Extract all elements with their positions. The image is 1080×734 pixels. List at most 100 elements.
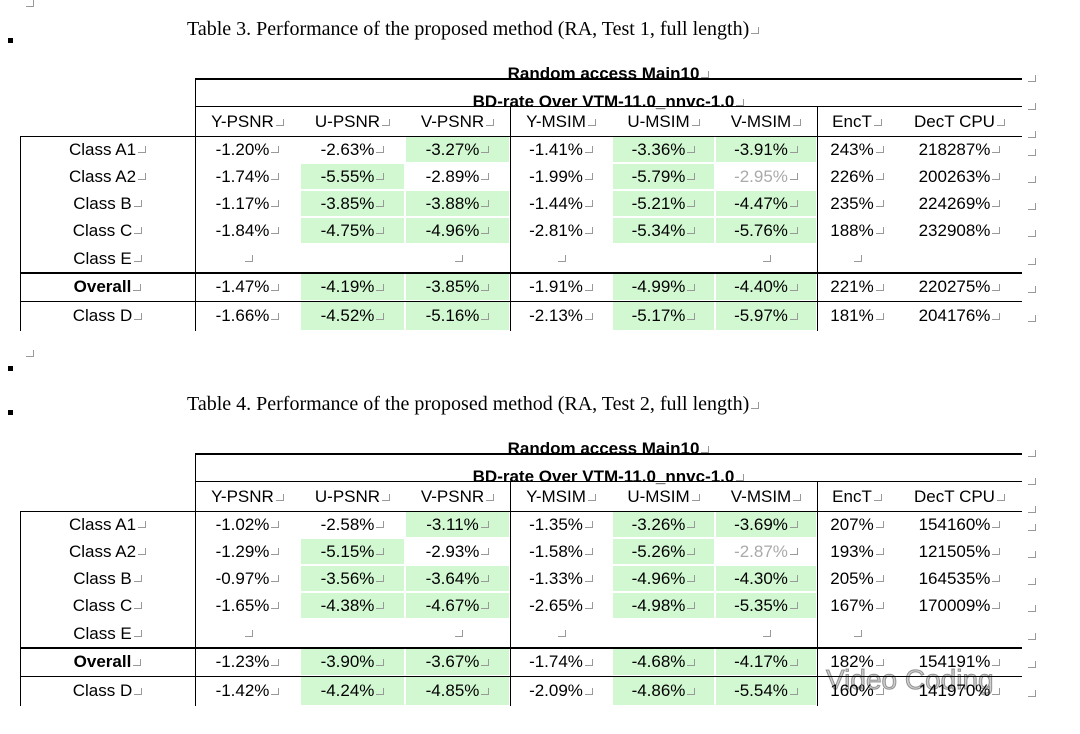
table-cell-text: 221% xyxy=(830,277,874,296)
table-rule xyxy=(195,78,196,331)
paragraph-mark xyxy=(789,173,798,180)
table-cell: 220275% xyxy=(898,274,1021,300)
column-header: EncT xyxy=(817,483,897,511)
table-cell: -5.17% xyxy=(613,302,714,330)
table-cell-text: 232908% xyxy=(918,220,991,240)
table-rule xyxy=(20,136,21,331)
row-label-text: Class E xyxy=(73,623,132,643)
paragraph-mark xyxy=(481,283,490,291)
paragraph-mark xyxy=(789,227,798,234)
table-cell xyxy=(511,245,611,272)
table-cell: -1.17% xyxy=(196,191,299,216)
table-cell: -2.95% xyxy=(716,164,816,189)
paragraph-mark xyxy=(1028,286,1036,294)
table-cell: 154160% xyxy=(898,512,1021,537)
table-cell-text: -4.96% xyxy=(425,220,480,240)
table-cell-text: -2.65% xyxy=(529,595,583,615)
table-cell: -4.98% xyxy=(613,593,714,618)
table-cell-text: -1.02% xyxy=(215,514,270,534)
table-cell: 121505% xyxy=(898,539,1021,564)
table-rule xyxy=(20,676,1022,677)
table-cell-text: 220275% xyxy=(918,277,991,296)
paragraph-mark xyxy=(992,283,1001,291)
row-label-text: Class D xyxy=(72,306,133,325)
table-caption: Table 3. Performance of the proposed met… xyxy=(187,18,760,41)
paragraph-mark xyxy=(687,548,696,555)
paragraph-mark xyxy=(996,493,1005,501)
table-cell: -1.47% xyxy=(196,274,299,300)
table-cell-text: -3.90% xyxy=(320,652,375,671)
table-cell: -3.36% xyxy=(613,137,714,162)
table-cell: -4.96% xyxy=(406,218,509,243)
paragraph-mark xyxy=(376,200,385,207)
paragraph-mark xyxy=(793,118,802,126)
paragraph-mark xyxy=(873,118,882,126)
paragraph-mark-row xyxy=(1026,501,1036,519)
paragraph-mark xyxy=(992,658,1001,666)
column-header: V-PSNR xyxy=(405,108,510,136)
table-cell-text: -5.35% xyxy=(734,595,788,615)
table-rule xyxy=(195,106,1022,107)
table-cell: -1.42% xyxy=(196,677,299,705)
column-header-text: Y-PSNR xyxy=(211,487,274,506)
table-cell-text: -1.91% xyxy=(529,277,583,296)
table-cell-text: 218287% xyxy=(918,139,991,159)
paragraph-mark-row xyxy=(1026,445,1036,463)
paragraph-mark xyxy=(1028,131,1036,139)
paragraph-mark xyxy=(875,283,884,291)
table-cell: -2.89% xyxy=(406,164,509,189)
table-cell: -4.40% xyxy=(716,274,816,300)
paragraph-mark xyxy=(789,283,798,291)
table-cell-text: 141970% xyxy=(918,681,991,700)
table-cell-text: -3.64% xyxy=(425,568,480,588)
paragraph-mark xyxy=(480,521,489,528)
table-cell: -3.85% xyxy=(406,274,509,300)
table-cell-text: -3.67% xyxy=(425,652,480,671)
paragraph-mark-row xyxy=(1026,600,1036,618)
table-cell: -4.52% xyxy=(301,302,404,330)
column-header: U-PSNR xyxy=(300,483,405,511)
table-cell-text: -3.91% xyxy=(734,139,788,159)
table-cell-text: -3.85% xyxy=(425,277,480,296)
column-header: V-PSNR xyxy=(405,483,510,511)
row-label: Class E xyxy=(20,244,195,273)
paragraph-mark xyxy=(875,602,884,609)
paragraph-mark xyxy=(992,173,1001,180)
row-label: Overall xyxy=(20,273,195,301)
table-cell-text: -5.16% xyxy=(425,306,480,325)
row-label: Class B xyxy=(20,190,195,217)
table-cell: -5.76% xyxy=(716,218,816,243)
table-cell xyxy=(613,245,714,272)
table-cell-text: -2.81% xyxy=(529,220,583,240)
table-cell: -4.86% xyxy=(613,677,714,705)
table-cell: 164535% xyxy=(898,566,1021,591)
paragraph-mark xyxy=(271,173,280,180)
table-cell-text: -1.20% xyxy=(215,139,270,159)
table-rule xyxy=(20,301,1022,302)
row-label-text: Overall xyxy=(73,652,132,671)
column-header-text: Y-MSIM xyxy=(526,112,586,131)
paragraph-mark xyxy=(133,658,142,666)
paragraph-mark xyxy=(789,602,798,609)
table-rule xyxy=(195,453,1022,455)
paragraph-mark-row xyxy=(1026,253,1036,271)
paragraph-mark xyxy=(691,493,700,501)
table-cell: -3.90% xyxy=(301,649,404,675)
table-cell: -2.81% xyxy=(511,218,611,243)
table-cell: -0.97% xyxy=(196,566,299,591)
table-cell: -4.85% xyxy=(406,677,509,705)
paragraph-mark xyxy=(134,687,143,695)
table-cell-text: 235% xyxy=(830,193,874,213)
table-cell-text: 181% xyxy=(830,306,874,325)
table-cell-text: -2.13% xyxy=(529,306,583,325)
table-cell-text: -2.58% xyxy=(320,514,375,534)
table-cell: -3.91% xyxy=(716,137,816,162)
column-header-text: U-PSNR xyxy=(314,112,381,131)
paragraph-mark xyxy=(271,283,280,291)
paragraph-mark xyxy=(138,521,147,528)
table-cell: 221% xyxy=(818,274,896,300)
paragraph-mark xyxy=(376,146,385,153)
table-cell: 181% xyxy=(818,302,896,330)
table-rule xyxy=(195,453,196,706)
paragraph-mark xyxy=(687,687,696,695)
